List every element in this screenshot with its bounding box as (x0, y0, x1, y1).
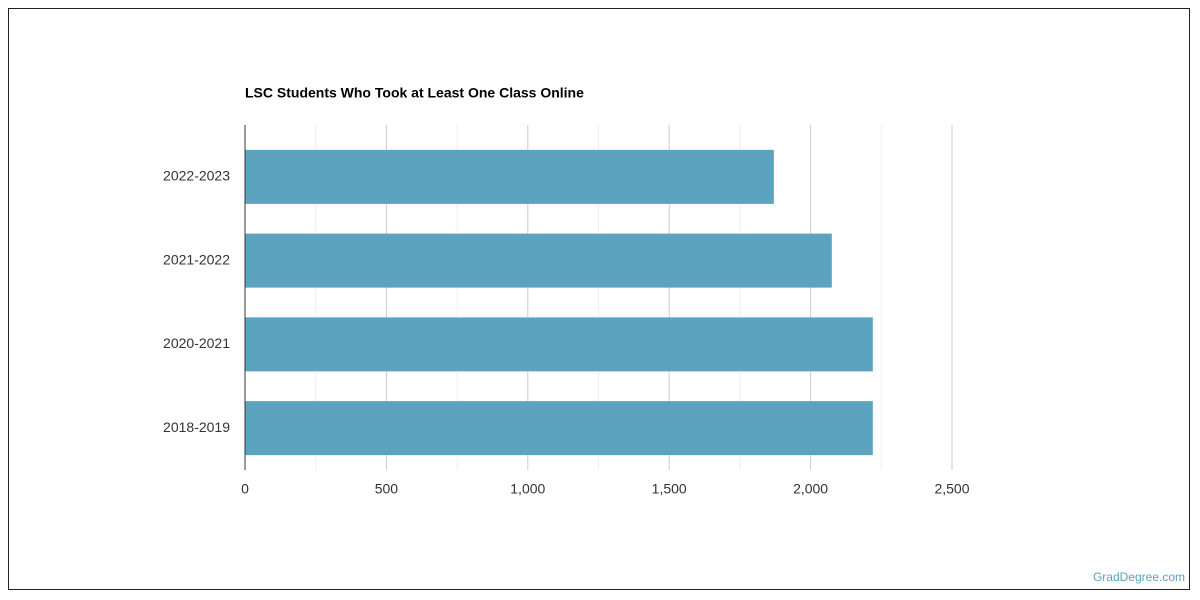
x-tick-label: 1,000 (510, 481, 545, 497)
y-tick-label: 2018-2019 (163, 419, 230, 435)
x-tick-label: 500 (375, 481, 399, 497)
bar (245, 317, 873, 372)
y-tick-label: 2020-2021 (163, 335, 230, 351)
source-link[interactable]: GradDegree.com (1093, 570, 1185, 584)
y-tick-label: 2022-2023 (163, 168, 230, 184)
bar (245, 233, 832, 288)
bar (245, 401, 873, 456)
x-tick-label: 2,500 (934, 481, 969, 497)
x-tick-label: 0 (241, 481, 249, 497)
bar (245, 149, 774, 204)
chart-title: LSC Students Who Took at Least One Class… (245, 85, 584, 101)
x-tick-label: 2,000 (793, 481, 828, 497)
y-tick-label: 2021-2022 (163, 251, 230, 267)
x-tick-label: 1,500 (652, 481, 687, 497)
